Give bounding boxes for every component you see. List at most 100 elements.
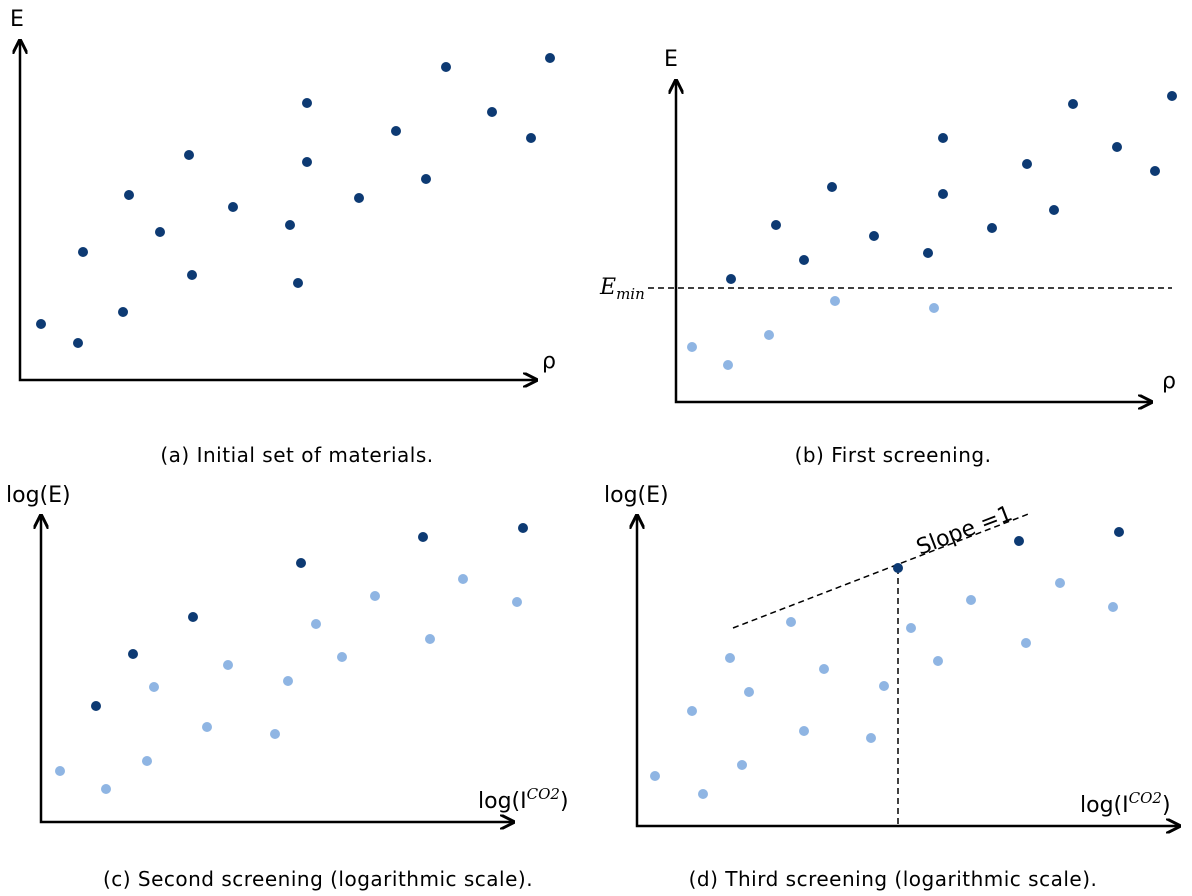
y-label: log(E) xyxy=(6,483,71,508)
material-point xyxy=(737,760,747,770)
material-point xyxy=(202,722,212,732)
material-point xyxy=(1114,527,1124,537)
caption: (d) Third screening (logarithmic scale). xyxy=(689,867,1098,891)
material-point xyxy=(923,248,933,258)
material-point xyxy=(187,270,197,280)
material-point xyxy=(458,574,468,584)
x-label: ρ xyxy=(542,349,556,374)
material-point xyxy=(91,701,101,711)
x-label: log(ICO2) xyxy=(1080,789,1171,818)
material-point xyxy=(723,360,733,370)
y-label: E xyxy=(664,47,678,72)
axes xyxy=(637,517,1178,826)
material-point xyxy=(893,563,903,573)
material-point xyxy=(55,766,65,776)
material-point xyxy=(687,706,697,716)
material-point xyxy=(370,591,380,601)
material-point xyxy=(866,733,876,743)
material-point xyxy=(799,255,809,265)
material-point xyxy=(966,595,976,605)
material-point xyxy=(764,330,774,340)
panel-c: log(E) log(ICO2) (c) Second screening (l… xyxy=(6,483,569,891)
material-point xyxy=(929,303,939,313)
material-point xyxy=(1068,99,1078,109)
caption: (b) First screening. xyxy=(795,443,992,467)
material-point xyxy=(270,729,280,739)
material-point xyxy=(698,789,708,799)
material-point xyxy=(771,220,781,230)
material-point xyxy=(987,223,997,233)
material-point xyxy=(827,182,837,192)
material-point xyxy=(545,53,555,63)
material-point xyxy=(512,597,522,607)
material-point xyxy=(938,189,948,199)
material-point xyxy=(296,558,306,568)
material-point xyxy=(188,612,198,622)
y-label: log(E) xyxy=(604,483,669,508)
material-point xyxy=(293,278,303,288)
material-point xyxy=(142,756,152,766)
material-point xyxy=(418,532,428,542)
material-point xyxy=(425,634,435,644)
material-point xyxy=(36,319,46,329)
material-point xyxy=(223,660,233,670)
material-point xyxy=(687,342,697,352)
x-label: ρ xyxy=(1162,369,1176,394)
material-point xyxy=(744,687,754,697)
axes xyxy=(676,82,1150,402)
material-point xyxy=(1112,142,1122,152)
material-point xyxy=(118,307,128,317)
material-point xyxy=(526,133,536,143)
material-point xyxy=(819,664,829,674)
material-point xyxy=(487,107,497,117)
material-point xyxy=(650,771,660,781)
material-point xyxy=(155,227,165,237)
material-point xyxy=(128,649,138,659)
material-point xyxy=(78,247,88,257)
material-point xyxy=(228,202,238,212)
material-point xyxy=(725,653,735,663)
material-point xyxy=(830,296,840,306)
material-point xyxy=(799,726,809,736)
panel-d: log(E) log(ICO2) Slope =1 (d) Third scre… xyxy=(604,483,1178,891)
material-point xyxy=(124,190,134,200)
material-point xyxy=(906,623,916,633)
slope-label: Slope =1 xyxy=(913,501,1016,560)
material-point xyxy=(73,338,83,348)
threshold-label: Emin xyxy=(599,275,645,303)
material-point xyxy=(1022,159,1032,169)
material-point xyxy=(149,682,159,692)
material-point xyxy=(302,98,312,108)
x-label: log(ICO2) xyxy=(478,785,569,814)
axes xyxy=(41,517,512,822)
caption: (a) Initial set of materials. xyxy=(160,443,433,467)
material-point xyxy=(879,681,889,691)
slope-line xyxy=(732,512,1032,629)
y-label: E xyxy=(10,7,24,32)
material-point xyxy=(869,231,879,241)
material-point xyxy=(354,193,364,203)
material-point xyxy=(1049,205,1059,215)
material-point xyxy=(786,617,796,627)
material-point xyxy=(1108,602,1118,612)
material-point xyxy=(1150,166,1160,176)
material-point xyxy=(1055,578,1065,588)
material-point xyxy=(518,523,528,533)
material-point xyxy=(421,174,431,184)
material-point xyxy=(184,150,194,160)
material-point xyxy=(285,220,295,230)
material-point xyxy=(302,157,312,167)
material-point xyxy=(1167,91,1177,101)
material-point xyxy=(1014,536,1024,546)
material-point xyxy=(101,784,111,794)
material-point xyxy=(938,133,948,143)
caption: (c) Second screening (logarithmic scale)… xyxy=(103,867,533,891)
material-point xyxy=(391,126,401,136)
material-point xyxy=(726,274,736,284)
material-point xyxy=(441,62,451,72)
panel-b: E ρ Emin (b) First screening. xyxy=(599,47,1176,467)
material-point xyxy=(311,619,321,629)
panel-a: E ρ (a) Initial set of materials. xyxy=(10,7,556,467)
material-point xyxy=(337,652,347,662)
